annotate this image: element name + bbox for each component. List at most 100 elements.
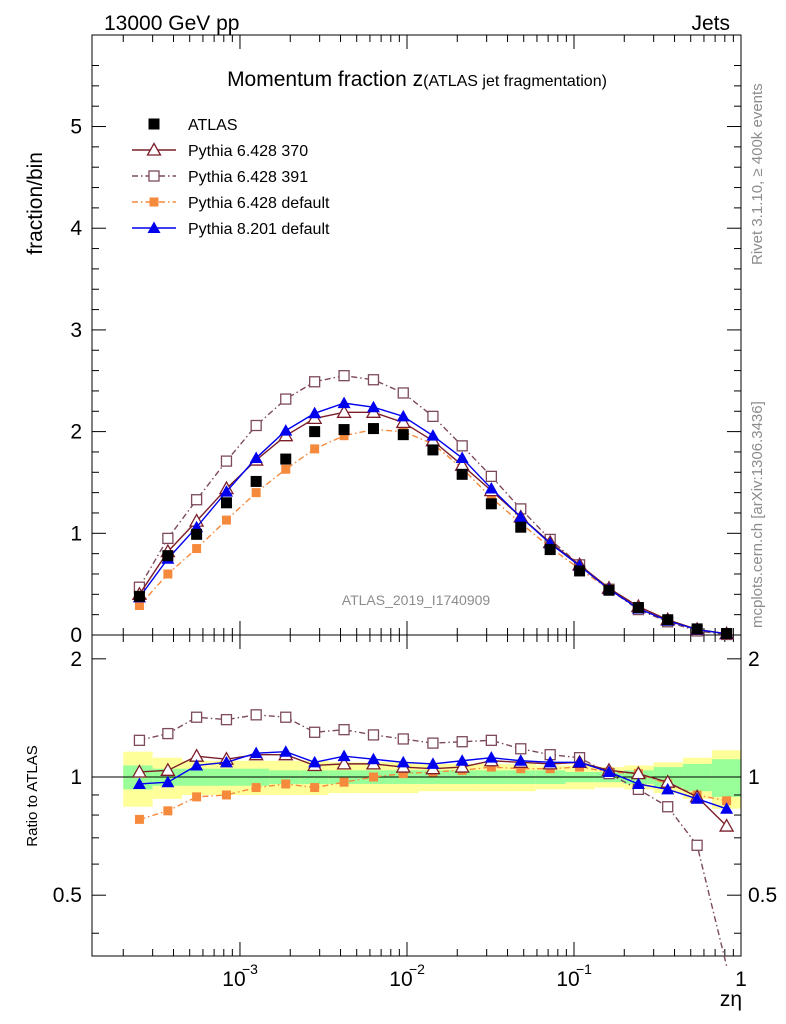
bottom-y-tick-label: 2 bbox=[70, 648, 82, 671]
series-point-p6def bbox=[722, 796, 732, 806]
top-y-tick-label: 4 bbox=[70, 217, 82, 240]
series-point-p391 bbox=[309, 726, 321, 738]
series-point-p391 bbox=[397, 387, 409, 399]
band-green-bin bbox=[683, 763, 712, 792]
series-point-p8def bbox=[484, 482, 498, 494]
bottom-plot-frame bbox=[91, 634, 742, 957]
series-point-atlas bbox=[485, 498, 497, 510]
series-point-atlas bbox=[397, 429, 409, 441]
series-line-p391 bbox=[139, 714, 728, 967]
series-point-p6def bbox=[192, 544, 202, 554]
series-point-p6def bbox=[368, 772, 378, 782]
bottom-y-tick-label-right: 2 bbox=[748, 648, 760, 671]
series-point-p391 bbox=[427, 410, 439, 423]
series-point-p6def bbox=[398, 769, 408, 779]
series-atlas-top bbox=[133, 423, 733, 639]
series-point-p391 bbox=[280, 393, 292, 405]
series-point-p8def bbox=[337, 749, 351, 762]
x-tick-exponent: −2 bbox=[409, 961, 425, 977]
top-y-axis-label: fraction/bin bbox=[24, 152, 47, 255]
data-series bbox=[131, 370, 735, 967]
legend-marker-p6def bbox=[149, 197, 159, 207]
series-point-p370 bbox=[395, 414, 411, 429]
series-point-p8def bbox=[366, 400, 380, 413]
series-point-p6def bbox=[192, 792, 202, 802]
series-point-p8def bbox=[396, 409, 410, 422]
series-point-p8def bbox=[514, 754, 528, 766]
series-point-atlas bbox=[456, 468, 468, 480]
bottom-y-tick-label-right: 0.5 bbox=[748, 884, 777, 907]
series-point-p370 bbox=[160, 762, 176, 776]
series-point-p391 bbox=[220, 713, 233, 726]
series-point-p6def bbox=[134, 814, 144, 824]
series-point-p391 bbox=[309, 376, 321, 388]
legend-label-p391: Pythia 6.428 391 bbox=[188, 169, 308, 186]
bottom-y-tick-label: 0.5 bbox=[53, 884, 82, 907]
legend-marker-p8def bbox=[147, 221, 161, 233]
series-point-p391 bbox=[220, 455, 233, 467]
header-right: Jets bbox=[691, 12, 730, 35]
series-point-p391 bbox=[250, 419, 262, 432]
series-point-p8def bbox=[396, 755, 410, 768]
series-point-atlas bbox=[632, 602, 644, 614]
series-point-p8def bbox=[219, 485, 233, 497]
series-point-p391 bbox=[280, 711, 292, 723]
series-point-atlas bbox=[309, 426, 321, 438]
legend: ATLAS Pythia 6.428 370 Pythia 6.428 391 Pyt… bbox=[132, 117, 330, 238]
x-tick-exponent: −1 bbox=[576, 961, 592, 977]
series-point-atlas bbox=[603, 584, 615, 596]
side-text-rivet: Rivet 3.1.10, ≥ 400k events bbox=[749, 83, 766, 265]
series-point-p6def bbox=[310, 783, 320, 793]
series-point-p8def bbox=[249, 451, 263, 464]
series-point-p8def bbox=[690, 792, 704, 804]
series-point-p370 bbox=[454, 759, 470, 773]
series-point-atlas bbox=[544, 544, 556, 556]
x-tick-label: 10 bbox=[222, 968, 245, 991]
series-point-p8def bbox=[484, 751, 498, 763]
series-point-p8def bbox=[455, 754, 469, 766]
series-point-atlas bbox=[338, 424, 350, 436]
series-p391-ratio bbox=[133, 709, 728, 967]
series-point-p8def bbox=[366, 752, 380, 765]
legend-marker-p391 bbox=[148, 170, 160, 182]
series-point-atlas bbox=[191, 528, 203, 540]
series-point-atlas bbox=[367, 423, 379, 435]
plot-frames bbox=[91, 34, 742, 957]
side-text-mcplots: mcplots.cern.ch [arXiv:1306.3436] bbox=[749, 401, 766, 628]
series-point-p391 bbox=[367, 729, 380, 741]
series-point-p8def bbox=[279, 424, 293, 436]
series-point-p6def bbox=[163, 806, 173, 816]
series-point-p6def bbox=[251, 783, 261, 793]
series-point-p391 bbox=[456, 440, 468, 452]
band-green-bin bbox=[711, 759, 741, 797]
analysis-watermark: ATLAS_2019_I1740909 bbox=[342, 592, 491, 608]
series-point-p8def bbox=[602, 765, 616, 777]
series-point-atlas bbox=[574, 565, 586, 577]
series-point-p6def bbox=[339, 777, 349, 787]
series-point-p8def bbox=[132, 777, 146, 789]
series-point-p6def bbox=[310, 444, 320, 454]
series-point-p391 bbox=[250, 709, 262, 721]
series-point-p391 bbox=[190, 494, 203, 506]
series-point-p8def bbox=[219, 755, 233, 768]
series-point-p391 bbox=[427, 737, 439, 749]
bottom-y-tick-label-right: 1 bbox=[748, 766, 760, 789]
series-point-p8def bbox=[426, 429, 440, 441]
x-tick-label: 10 bbox=[389, 968, 412, 991]
x-tick-exponent: −3 bbox=[242, 961, 258, 977]
series-point-p6def bbox=[486, 762, 496, 772]
top-y-tick-label: 2 bbox=[70, 421, 82, 444]
legend-label-p370: Pythia 6.428 370 bbox=[188, 143, 308, 160]
series-point-atlas bbox=[721, 627, 733, 639]
series-point-p6def bbox=[281, 464, 291, 474]
series-point-p391 bbox=[691, 839, 703, 851]
legend-marker-p370 bbox=[146, 142, 162, 156]
series-point-atlas bbox=[691, 623, 703, 635]
series-point-p391 bbox=[397, 733, 409, 745]
top-y-tick-label: 0 bbox=[70, 624, 82, 647]
series-point-p6def bbox=[221, 515, 231, 525]
series-point-p8def bbox=[337, 396, 351, 409]
series-point-p6def bbox=[163, 569, 173, 579]
series-point-p8def bbox=[543, 755, 557, 768]
